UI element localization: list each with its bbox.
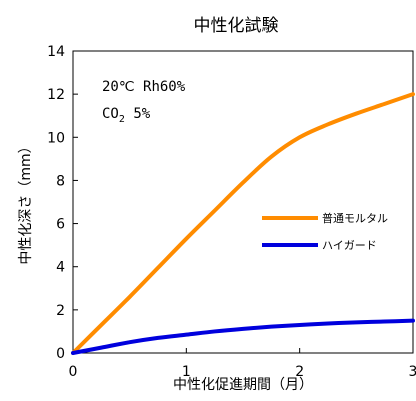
legend: 普通モルタル ハイガード <box>255 199 407 265</box>
y-tick-label: 2 <box>56 303 65 319</box>
annotation-co2-suffix: 5% <box>125 106 151 122</box>
annotation-co2-sub: 2 <box>119 114 125 125</box>
annotation-conditions: 20℃ Rh60% <box>102 79 186 95</box>
x-tick-label: 0 <box>69 364 78 380</box>
x-tick-label: 1 <box>182 364 191 380</box>
x-axis: 0 1 2 3 <box>69 348 416 380</box>
y-tick-label: 12 <box>47 87 65 103</box>
x-tick-label: 3 <box>409 364 416 380</box>
y-tick-label: 10 <box>47 130 65 146</box>
chart-title: 中性化試験 <box>194 16 279 36</box>
series-line-1 <box>71 92 415 355</box>
y-tick-label: 4 <box>56 260 65 276</box>
x-axis-label: 中性化促進期間（月） <box>173 377 313 393</box>
legend-box <box>255 199 407 265</box>
y-tick-label: 14 <box>47 44 65 60</box>
series-layer <box>71 92 415 355</box>
y-tick-label: 6 <box>56 217 65 233</box>
annotation-co2: CO2 5% <box>102 106 151 125</box>
annotation-co2-prefix: CO <box>102 106 119 122</box>
y-tick-label: 0 <box>56 346 65 362</box>
legend-label-series-2: ハイガード <box>322 239 377 252</box>
y-axis-label: 中性化深さ（mm） <box>18 139 34 264</box>
x-tick-label: 2 <box>295 364 304 380</box>
legend-label-series-1: 普通モルタル <box>322 211 388 225</box>
series-line-2 <box>71 318 415 355</box>
y-tick-label: 8 <box>56 173 65 189</box>
y-axis: 0 2 4 6 8 10 12 14 <box>47 44 78 362</box>
